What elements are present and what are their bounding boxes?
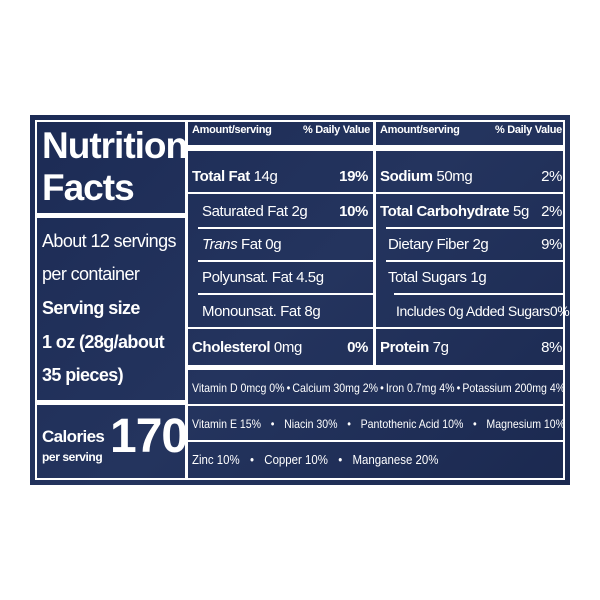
nutrient-dv: 2% bbox=[541, 167, 562, 185]
nutrient-row: Trans Fat 0g bbox=[202, 229, 368, 259]
micronutrient: Calcium 30mg 2% bbox=[292, 381, 379, 395]
nutrient-name: Sodium bbox=[380, 167, 433, 185]
servings: About 12 servings bbox=[42, 231, 176, 251]
table-header: Amount/serving % Daily Value bbox=[192, 119, 370, 141]
nutrient-name-italic: Trans bbox=[202, 235, 238, 253]
micronutrient-row: Zinc 10% • Copper 10% • Manganese 20% bbox=[192, 451, 439, 467]
micronutrient-row: Vitamin E 15% • Niacin 30% • Pantothenic A… bbox=[192, 417, 566, 431]
header-dv: % Daily Value bbox=[494, 124, 562, 136]
nutrient-name: Total Sugars bbox=[388, 268, 467, 286]
rule bbox=[386, 227, 565, 229]
header-dv: % Daily Value bbox=[302, 124, 370, 136]
nutrition-panel: Nutrition Facts About 12 servings per co… bbox=[30, 115, 570, 485]
rule bbox=[376, 145, 565, 151]
micronutrient: Niacin 30% bbox=[284, 417, 338, 431]
rule bbox=[386, 260, 565, 262]
rule bbox=[188, 404, 565, 406]
title: Facts bbox=[42, 167, 135, 208]
serving-size: 35 pieces) bbox=[42, 365, 124, 385]
rule bbox=[188, 440, 565, 442]
nutrient-name: Fat bbox=[241, 235, 262, 253]
nutrient-amount: 1g bbox=[470, 268, 487, 286]
nutrient-name: Polyunsat. Fat bbox=[202, 268, 293, 286]
nutrient-dv: 19% bbox=[339, 167, 368, 185]
micronutrient: Potassium 200mg 4% bbox=[462, 381, 566, 395]
servings: per container bbox=[42, 264, 140, 284]
nutrient-name: Total Fat bbox=[192, 167, 250, 185]
nutrient-name: Dietary Fiber bbox=[388, 235, 469, 253]
rule bbox=[188, 365, 565, 370]
nutrient-amount: 2g bbox=[472, 235, 489, 253]
nutrient-row: Total Carbohydrate 5g 2% bbox=[380, 196, 562, 226]
micronutrient: Manganese 20% bbox=[352, 451, 439, 467]
nutrient-dv: 2% bbox=[541, 202, 562, 220]
micronutrient-row: Vitamin D 0mcg 0% • Calcium 30mg 2% • Iron… bbox=[192, 381, 566, 395]
nutrient-amount: 5g bbox=[513, 202, 529, 220]
rule bbox=[198, 260, 373, 262]
serving-size: 1 oz (28g/about bbox=[42, 332, 165, 352]
rule bbox=[37, 213, 185, 218]
table-header: Amount/serving % Daily Value bbox=[380, 119, 562, 141]
nutrient-dv: 9% bbox=[541, 235, 562, 253]
nutrient-amount: 0mg bbox=[273, 338, 302, 356]
micronutrient: Iron 0.7mg 4% bbox=[385, 381, 455, 395]
nutrient-amount: 7g bbox=[432, 338, 449, 356]
nutrient-row: Cholesterol 0mg 0% bbox=[192, 332, 368, 362]
rule bbox=[198, 227, 373, 229]
micronutrient: Zinc 10% bbox=[192, 451, 240, 467]
title: Nutrition bbox=[42, 125, 188, 166]
rule bbox=[188, 327, 373, 329]
header-amount: Amount/serving bbox=[192, 124, 272, 136]
nutrient-row: Total Fat 14g 19% bbox=[192, 161, 368, 191]
nutrient-dv: 8% bbox=[541, 338, 562, 356]
rule bbox=[188, 145, 373, 151]
nutrient-name: Cholesterol bbox=[192, 338, 271, 356]
header-amount: Amount/serving bbox=[380, 124, 460, 136]
frame bbox=[35, 120, 565, 480]
nutrient-amount: 4.5g bbox=[296, 268, 324, 286]
calories-value: 170 bbox=[110, 410, 188, 463]
nutrient-amount: 14g bbox=[253, 167, 278, 185]
rule bbox=[37, 400, 185, 405]
nutrient-amount: 50mg bbox=[436, 167, 473, 185]
nutrient-row: Sodium 50mg 2% bbox=[380, 161, 562, 191]
micronutrient: Copper 10% bbox=[264, 451, 328, 467]
nutrient-row: Monounsat. Fat 8g bbox=[202, 296, 368, 326]
nutrient-row: Protein 7g 8% bbox=[380, 332, 562, 362]
nutrient-amount: 0g bbox=[265, 235, 282, 253]
micronutrient: Vitamin D 0mcg 0% bbox=[192, 381, 285, 395]
nutrient-row: Saturated Fat 2g 10% bbox=[202, 196, 368, 226]
nutrient-amount: 2g bbox=[291, 202, 308, 220]
nutrient-name: Monounsat. Fat bbox=[202, 302, 301, 320]
divider bbox=[185, 120, 188, 480]
nutrient-row: Total Sugars 1g bbox=[388, 262, 562, 292]
nutrient-amount: 8g bbox=[304, 302, 321, 320]
rule bbox=[376, 192, 565, 194]
nutrient-row: Dietary Fiber 2g 9% bbox=[388, 229, 562, 259]
nutrient-row: Includes 0g Added Sugars 0% bbox=[396, 296, 570, 326]
serving-size-label: Serving size bbox=[42, 298, 140, 318]
nutrient-name: Protein bbox=[380, 338, 429, 356]
rule bbox=[394, 293, 565, 295]
rule bbox=[188, 192, 373, 194]
nutrient-name: Total Carbohydrate bbox=[380, 202, 510, 220]
rule bbox=[198, 293, 373, 295]
divider bbox=[373, 120, 376, 365]
nutrient-row: Polyunsat. Fat 4.5g bbox=[202, 262, 368, 292]
micronutrient: Vitamin E 15% bbox=[192, 417, 262, 431]
nutrient-dv: 0% bbox=[347, 338, 368, 356]
nutrient-dv: 0% bbox=[549, 303, 570, 319]
micronutrient: Magnesium 10% bbox=[486, 417, 566, 431]
nutrient-name: Includes 0g Added Sugars bbox=[396, 303, 550, 319]
micronutrient: Pantothenic Acid 10% bbox=[360, 417, 464, 431]
nutrient-name: Saturated Fat bbox=[202, 202, 288, 220]
rule bbox=[376, 327, 565, 329]
calories-label: Calories bbox=[42, 427, 105, 446]
nutrient-dv: 10% bbox=[339, 202, 368, 220]
calories-sublabel: per serving bbox=[42, 450, 103, 464]
